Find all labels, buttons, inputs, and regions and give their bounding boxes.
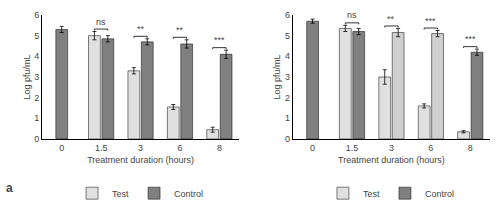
svg-text:***: *** — [425, 16, 436, 26]
svg-text:Control: Control — [174, 189, 203, 199]
svg-text:1.5: 1.5 — [346, 143, 359, 153]
svg-text:Treatment duration (hours): Treatment duration (hours) — [87, 155, 194, 165]
svg-text:6: 6 — [285, 10, 290, 20]
svg-text:Test: Test — [363, 189, 380, 199]
svg-text:8: 8 — [468, 143, 473, 153]
svg-text:3: 3 — [389, 143, 394, 153]
svg-text:**: ** — [387, 14, 395, 24]
svg-text:4: 4 — [285, 51, 290, 61]
svg-text:5: 5 — [34, 31, 39, 41]
svg-text:0: 0 — [59, 143, 64, 153]
svg-text:0: 0 — [285, 134, 290, 144]
svg-text:1.5: 1.5 — [95, 143, 108, 153]
svg-text:***: *** — [465, 34, 476, 44]
svg-text:6: 6 — [177, 143, 182, 153]
svg-text:0: 0 — [310, 143, 315, 153]
svg-text:Test: Test — [112, 189, 129, 199]
svg-text:3: 3 — [285, 72, 290, 82]
svg-text:1: 1 — [34, 113, 39, 123]
svg-text:6: 6 — [34, 10, 39, 20]
svg-text:Control: Control — [425, 189, 454, 199]
svg-text:3: 3 — [138, 143, 143, 153]
svg-text:8: 8 — [217, 143, 222, 153]
svg-text:***: *** — [214, 35, 225, 45]
svg-text:2: 2 — [285, 93, 290, 103]
svg-text:2: 2 — [34, 93, 39, 103]
svg-text:6: 6 — [428, 143, 433, 153]
svg-text:ns: ns — [347, 10, 357, 20]
svg-text:3: 3 — [34, 72, 39, 82]
svg-text:**: ** — [137, 24, 145, 34]
svg-text:a: a — [6, 181, 13, 195]
svg-text:Treatment duration (hours): Treatment duration (hours) — [338, 155, 445, 165]
svg-text:4: 4 — [34, 51, 39, 61]
svg-text:Log pfu/mL: Log pfu/mL — [22, 54, 32, 99]
svg-text:0: 0 — [34, 134, 39, 144]
svg-text:Log pfu/mL: Log pfu/mL — [272, 54, 282, 99]
svg-text:1: 1 — [285, 113, 290, 123]
svg-text:5: 5 — [285, 31, 290, 41]
svg-text:**: ** — [176, 25, 184, 35]
svg-text:ns: ns — [96, 17, 106, 27]
